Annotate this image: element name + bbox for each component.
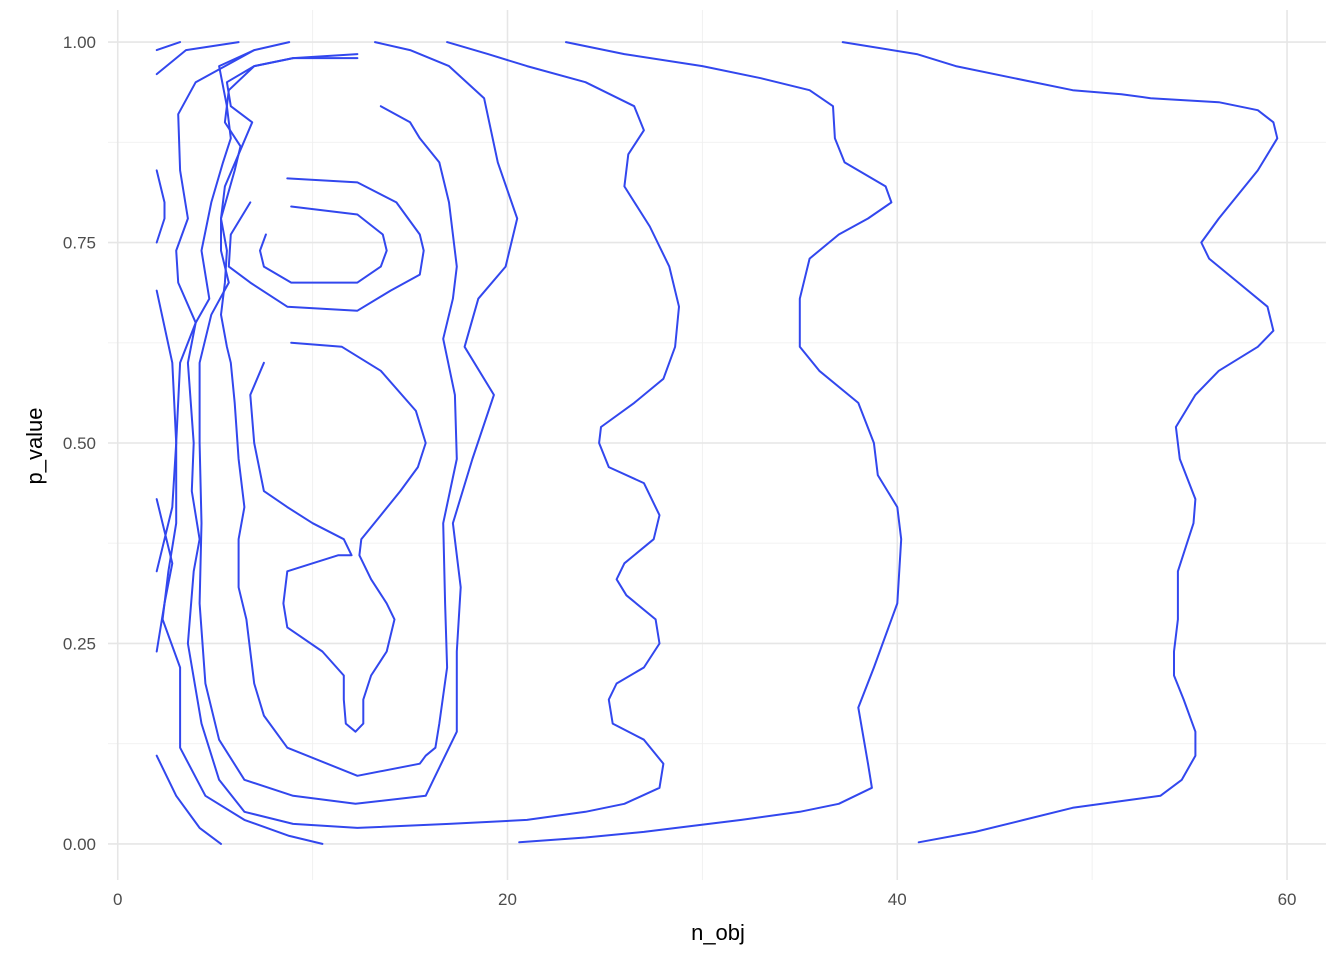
grid-lines xyxy=(108,10,1326,880)
x-tick-label: 20 xyxy=(498,890,517,909)
x-axis-title: n_obj xyxy=(691,920,745,945)
contour-line-10 xyxy=(841,41,1279,844)
contour-line-3 xyxy=(155,498,174,653)
contour-line-7 xyxy=(198,41,519,805)
y-axis-tick-labels: 0.00 0.25 0.50 0.75 1.00 xyxy=(63,33,96,854)
contour-line-0 xyxy=(155,41,182,52)
y-tick-label: 0.50 xyxy=(63,434,96,453)
y-tick-label: 1.00 xyxy=(63,33,96,52)
x-tick-label: 0 xyxy=(113,890,122,909)
contour-line-6 xyxy=(161,41,324,845)
contour-line-4 xyxy=(155,754,222,845)
contour-line-12 xyxy=(227,177,425,312)
y-tick-label: 0.75 xyxy=(63,234,96,253)
y-axis-title: p_value xyxy=(22,407,47,484)
x-tick-label: 40 xyxy=(888,890,907,909)
contour-line-2 xyxy=(155,289,178,573)
contour-line-11 xyxy=(220,53,458,777)
contour-line-8 xyxy=(186,41,680,829)
contour-lines xyxy=(155,41,1279,845)
y-tick-label: 0.25 xyxy=(63,634,96,653)
contour-line-1 xyxy=(155,169,166,244)
x-tick-label: 60 xyxy=(1278,890,1297,909)
y-tick-label: 0.00 xyxy=(63,835,96,854)
contour-line-5 xyxy=(155,41,240,76)
contour-line-14 xyxy=(249,341,427,733)
contour-line-9 xyxy=(518,41,903,844)
x-axis-tick-labels: 0 20 40 60 xyxy=(113,890,1296,909)
contour-line-13 xyxy=(259,205,388,284)
